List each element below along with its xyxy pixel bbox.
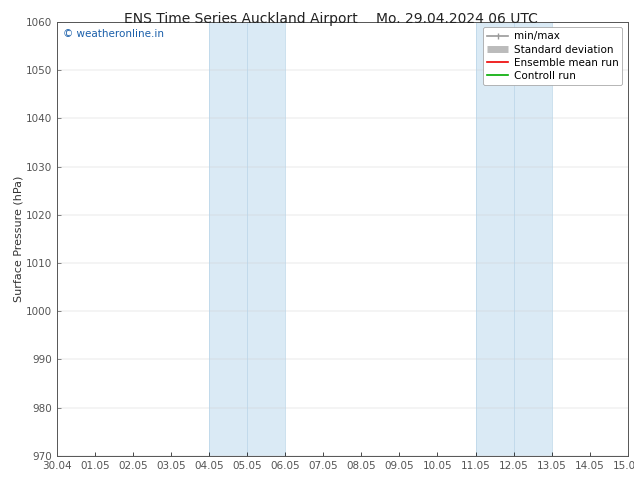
Y-axis label: Surface Pressure (hPa): Surface Pressure (hPa) [13, 176, 23, 302]
Text: ENS Time Series Auckland Airport: ENS Time Series Auckland Airport [124, 12, 358, 26]
Text: © weatheronline.in: © weatheronline.in [63, 28, 164, 39]
Legend: min/max, Standard deviation, Ensemble mean run, Controll run: min/max, Standard deviation, Ensemble me… [483, 27, 623, 85]
Bar [476, 22, 552, 456]
Bar [209, 22, 285, 456]
Text: Mo. 29.04.2024 06 UTC: Mo. 29.04.2024 06 UTC [375, 12, 538, 26]
